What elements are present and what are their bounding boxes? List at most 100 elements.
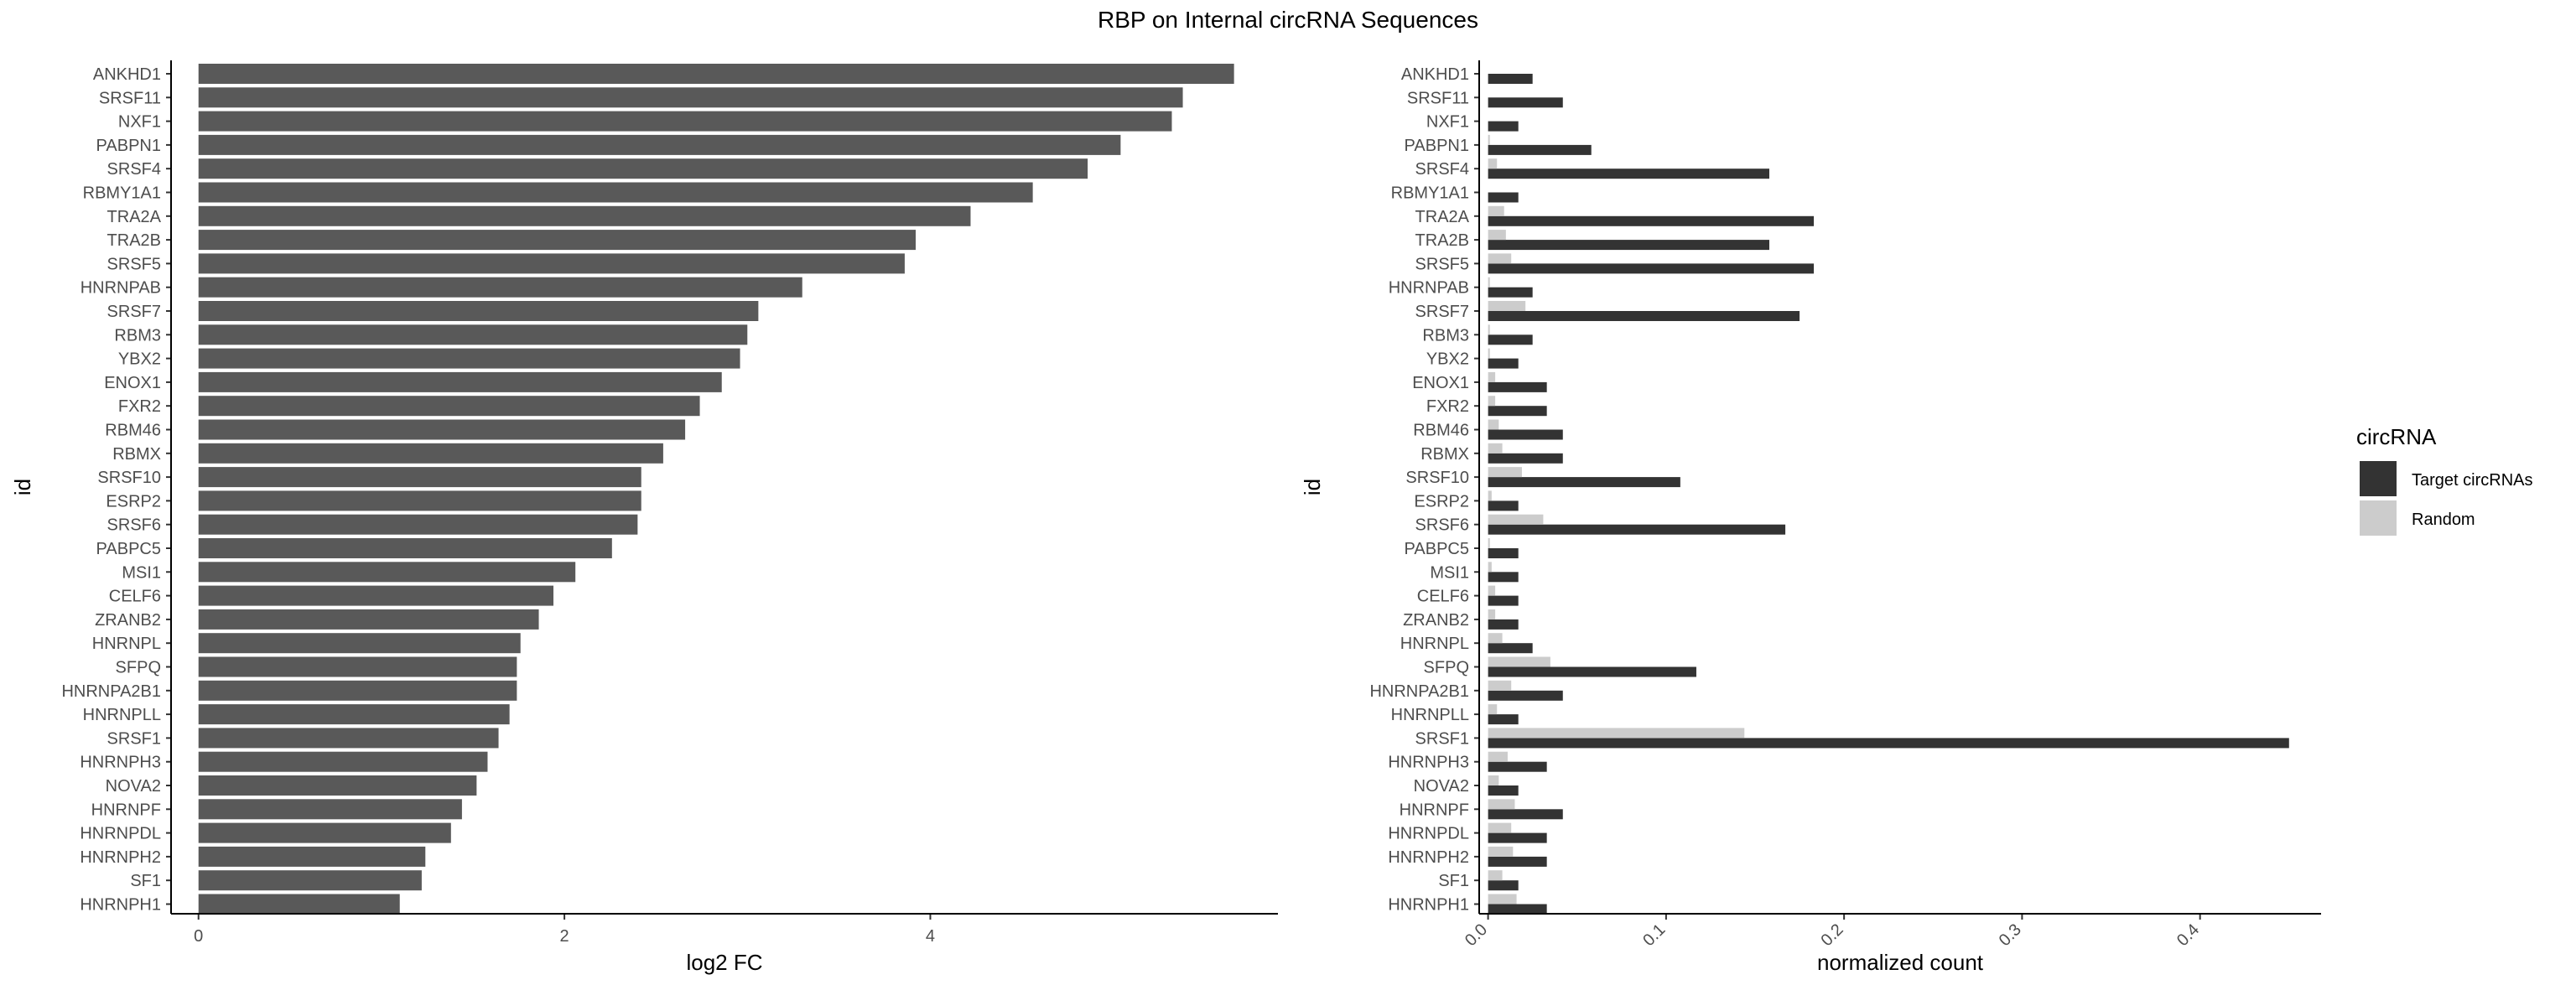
y-tick-label: TRA2B <box>1415 231 1469 250</box>
y-tick-label: RBMY1A1 <box>83 184 161 203</box>
y-tick-label: HNRNPH2 <box>80 848 161 867</box>
bar-fxr2-random <box>1488 396 1496 407</box>
bar-msi1-target <box>1488 572 1519 583</box>
x-tick-label: 0.4 <box>2174 920 2203 950</box>
y-tick-label: MSI1 <box>122 563 161 582</box>
bar-hnrnpl-random <box>1488 633 1503 644</box>
bar-sfpq-target <box>1488 666 1696 677</box>
bar-zranb2 <box>198 609 539 630</box>
y-tick-label: HNRNPH2 <box>1388 848 1469 867</box>
y-tick-label: ESRP2 <box>106 492 161 511</box>
figure-title: RBP on Internal circRNA Sequences <box>1098 7 1478 33</box>
bar-srsf5-target <box>1488 263 1815 274</box>
y-tick-label: ZRANB2 <box>95 611 161 630</box>
right-panel: ANKHD1 SRSF11 NXF1 PABPN1 SRSF4 RBMY1A1 TRA2A T… <box>1300 60 2321 975</box>
bar-ybx2-target <box>1488 358 1519 369</box>
bar-zranb2-random <box>1488 609 1496 620</box>
y-tick-label: HNRNPAB <box>1389 279 1469 298</box>
bar-pabpn1-random <box>1488 134 1490 145</box>
bar-hnrnpab-random <box>1488 277 1490 288</box>
legend: circRNA Target circRNAs Random <box>2356 424 2532 536</box>
bar-esrp2-target <box>1488 500 1519 511</box>
bar-pabpc5-target <box>1488 548 1519 558</box>
y-tick-label: HNRNPH1 <box>1388 896 1469 915</box>
bar-rbm3-target <box>1488 334 1533 345</box>
bar-hnrnpf-target <box>1488 809 1563 820</box>
y-tick-label: PABPN1 <box>96 137 161 155</box>
y-tick-label: ESRP2 <box>1414 492 1469 511</box>
y-tick-label: SRSF10 <box>97 469 161 487</box>
bar-hnrnph1-random <box>1488 894 1517 905</box>
bar-hnrnpa2b1-random <box>1488 680 1512 691</box>
bar-rbm3 <box>198 324 748 345</box>
y-tick-label: SRSF11 <box>99 89 161 107</box>
y-tick-label: TRA2B <box>107 231 161 250</box>
y-tick-label: RBMY1A1 <box>1391 184 1469 203</box>
bar-rbmy1a1 <box>198 182 1033 203</box>
y-tick-label: HNRNPDL <box>80 825 161 843</box>
y-tick-label: CELF6 <box>109 588 161 606</box>
y-tick-label: SRSF1 <box>1415 729 1469 748</box>
bar-esrp2 <box>198 490 641 511</box>
left-x-axis-title: log2 FC <box>686 950 762 975</box>
y-tick-label: HNRNPH1 <box>80 896 161 915</box>
bar-srsf7 <box>198 301 759 321</box>
bar-hnrnpa2b1-target <box>1488 690 1563 701</box>
bar-hnrnph3-target <box>1488 761 1547 772</box>
y-tick-label: RBM46 <box>1413 422 1469 440</box>
bar-hnrnpf-random <box>1488 799 1515 810</box>
y-tick-label: FXR2 <box>118 397 161 416</box>
bar-srsf4-random <box>1488 158 1498 169</box>
x-tick-label: 0.1 <box>1639 920 1669 950</box>
bar-hnrnpa2b1 <box>198 680 517 701</box>
y-tick-label: ZRANB2 <box>1403 611 1469 630</box>
bar-sf1 <box>198 870 422 891</box>
y-tick-label: SRSF7 <box>107 303 161 321</box>
bar-enox1-random <box>1488 371 1496 382</box>
bar-zranb2-target <box>1488 619 1519 630</box>
bar-srsf7-random <box>1488 301 1526 311</box>
y-tick-label: ENOX1 <box>104 374 161 392</box>
bar-hnrnpdl-target <box>1488 832 1547 843</box>
bar-msi1-random <box>1488 562 1492 573</box>
left-y-tick-labels: ANKHD1 SRSF11 NXF1 PABPN1 SRSF4 RBMY1A1 TRA2A T… <box>61 65 171 915</box>
y-tick-label: YBX2 <box>118 350 161 369</box>
left-bars <box>198 64 1234 915</box>
y-tick-label: SFPQ <box>1424 659 1469 677</box>
bar-hnrnpll <box>198 704 510 725</box>
y-tick-label: HNRNPH3 <box>80 754 161 772</box>
bar-fxr2 <box>198 396 700 417</box>
bar-hnrnph2-random <box>1488 846 1514 857</box>
y-tick-label: HNRNPL <box>92 635 161 653</box>
right-x-ticks: 0.0 0.1 0.2 0.3 0.4 <box>1462 914 2203 950</box>
y-tick-label: SRSF7 <box>1415 303 1469 321</box>
bar-srsf4-target <box>1488 168 1769 179</box>
y-tick-label: TRA2A <box>107 208 162 226</box>
y-tick-label: ANKHD1 <box>93 65 161 84</box>
bar-pabpc5 <box>198 538 612 558</box>
y-tick-label: HNRNPL <box>1400 635 1469 653</box>
y-tick-label: RBM3 <box>114 326 161 345</box>
y-tick-label: SF1 <box>1438 872 1469 890</box>
bar-srsf10 <box>198 467 641 488</box>
right-x-axis-title: normalized count <box>1817 950 1984 975</box>
legend-swatch-target <box>2360 461 2397 496</box>
y-tick-label: NOVA2 <box>106 777 161 796</box>
y-tick-label: NXF1 <box>118 113 161 132</box>
bar-srsf1-random <box>1488 728 1745 739</box>
bar-srsf11-target <box>1488 97 1563 108</box>
y-tick-label: SRSF1 <box>107 729 161 748</box>
y-tick-label: TRA2A <box>1415 208 1470 226</box>
bar-srsf6-random <box>1488 514 1544 525</box>
bar-rbmx-random <box>1488 443 1503 454</box>
y-tick-label: HNRNPA2B1 <box>1369 682 1469 701</box>
bar-hnrnpf <box>198 799 462 820</box>
bar-sfpq-random <box>1488 656 1550 667</box>
y-tick-label: FXR2 <box>1426 397 1469 416</box>
bar-ybx2-random <box>1488 348 1490 359</box>
left-y-axis-title: id <box>10 479 35 495</box>
y-tick-label: PABPC5 <box>96 540 161 558</box>
right-y-axis-title: id <box>1300 479 1325 495</box>
bar-ybx2 <box>198 348 740 369</box>
